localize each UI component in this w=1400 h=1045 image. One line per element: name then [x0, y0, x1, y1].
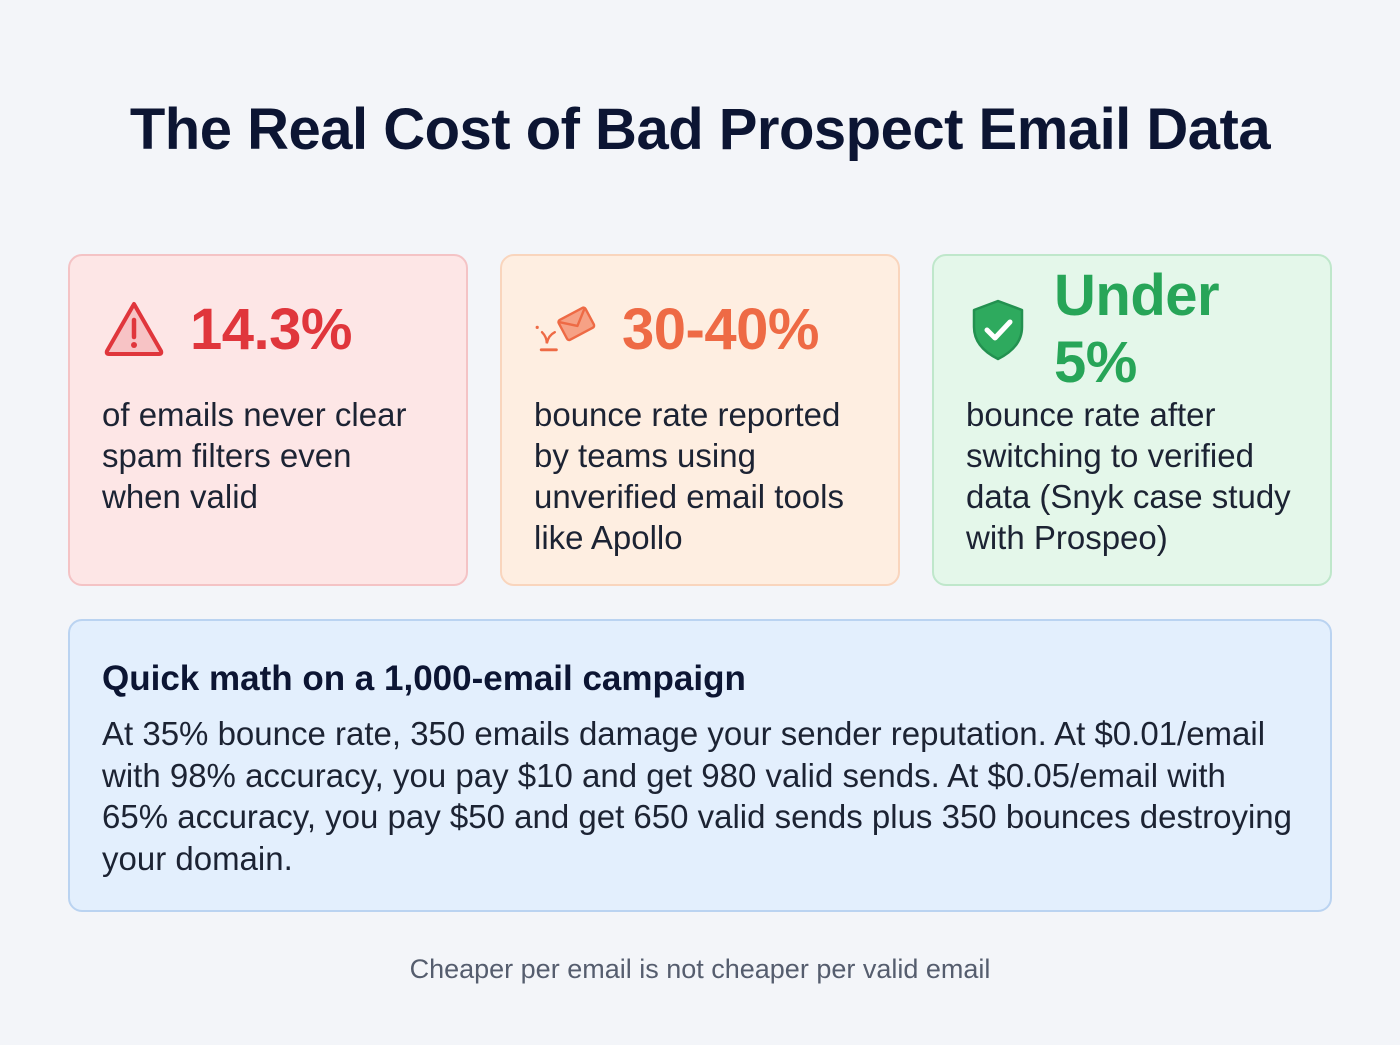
stat-row: Under 5%	[966, 263, 1298, 395]
stat-value: Under 5%	[1054, 263, 1220, 395]
stat-value: 14.3%	[190, 296, 352, 362]
page-title: The Real Cost of Bad Prospect Email Data	[129, 97, 1271, 162]
stat-card-spam-filters: 14.3% of emails never clear spam filters…	[68, 254, 468, 586]
warning-triangle-icon	[104, 302, 164, 356]
quick-math-box: Quick math on a 1,000-email campaign At …	[68, 619, 1332, 912]
stat-card-verified-data: Under 5% bounce rate after switching to …	[932, 254, 1332, 586]
stat-description: bounce rate after switching to verified …	[966, 396, 1291, 556]
stat-row: 14.3%	[102, 294, 434, 364]
stat-value: 30-40%	[622, 296, 819, 362]
quick-math-title: Quick math on a 1,000-email campaign	[102, 659, 746, 698]
quick-math-body: At 35% bounce rate, 350 emails damage yo…	[102, 715, 1293, 877]
bouncing-envelope-icon	[535, 306, 596, 352]
stat-card-bounce-unverified: 30-40% bounce rate reported by teams usi…	[500, 254, 900, 586]
footer-note: Cheaper per email is not cheaper per val…	[409, 954, 991, 984]
stat-row: 30-40%	[534, 294, 866, 364]
stat-description: bounce rate reported by teams using unve…	[534, 396, 844, 556]
stat-description: of emails never clear spam filters even …	[102, 396, 407, 515]
shield-check-icon	[972, 299, 1024, 361]
